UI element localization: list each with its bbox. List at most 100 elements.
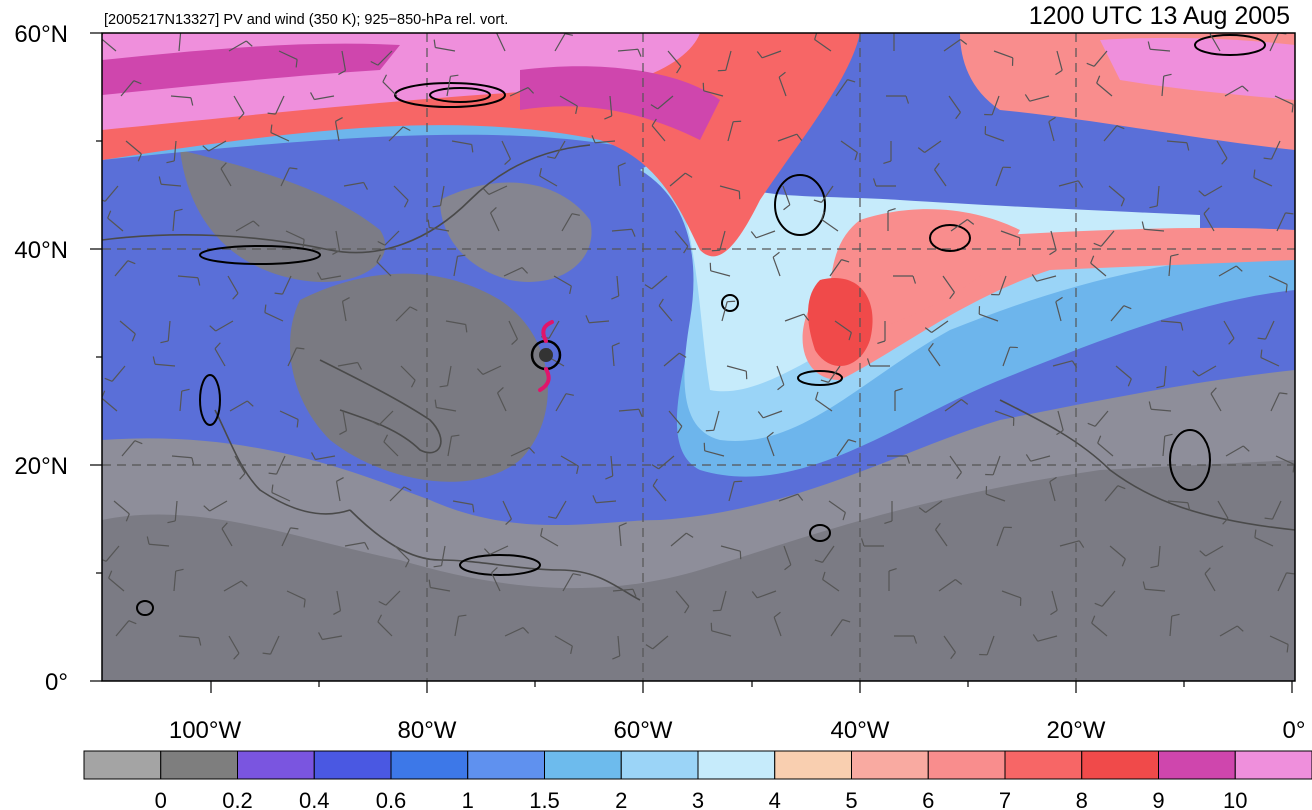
wind-barb: [287, 347, 297, 367]
wind-barb-feather: [1286, 644, 1289, 653]
wind-barb: [334, 121, 340, 142]
wind-barb-feather: [638, 409, 643, 417]
wind-barb: [925, 500, 943, 513]
wind-barb-feather: [783, 204, 791, 211]
wind-barb: [935, 529, 948, 547]
wind-barb-feather: [847, 79, 856, 83]
wind-barb-feather: [403, 199, 409, 208]
wind-barb: [1219, 625, 1238, 637]
wind-barb: [783, 545, 792, 565]
wind-barb-feather: [377, 614, 383, 623]
wind-barb: [209, 500, 228, 512]
wind-barb: [215, 320, 234, 332]
wind-barb: [986, 635, 995, 655]
axis-ticks: [90, 32, 1293, 693]
wind-barb: [161, 183, 182, 187]
wind-barb-feather: [1192, 370, 1200, 377]
wind-barb-feather: [107, 210, 112, 219]
wind-barb-feather: [528, 447, 536, 454]
wind-barb: [776, 365, 785, 385]
wind-barb: [1162, 436, 1166, 457]
wind-barb-feather: [796, 133, 803, 141]
wind-barb: [663, 352, 680, 367]
colorbar-swatch: [160, 750, 238, 780]
wind-barb: [115, 620, 130, 637]
wind-barb-feather: [131, 333, 136, 342]
wind-barb: [1055, 301, 1062, 322]
wind-barb-feather: [934, 162, 940, 170]
wind-barb-feather: [166, 160, 175, 164]
wind-barb: [835, 79, 848, 97]
pv-field-high: [102, 33, 1295, 380]
wind-barb: [1096, 82, 1113, 97]
wind-barb-feather: [803, 313, 810, 321]
wind-barb: [482, 365, 502, 375]
wind-barb-feather: [928, 342, 934, 350]
wind-barb: [1224, 85, 1243, 97]
wind-barb-feather: [1141, 221, 1145, 230]
wind-barb: [840, 140, 858, 153]
wind-barb: [1205, 545, 1224, 557]
wind-barb: [762, 50, 782, 59]
wind-barb: [1275, 455, 1295, 465]
wind-barb-feather: [1204, 567, 1211, 575]
wind-barb-feather: [1055, 296, 1063, 303]
wind-barb-feather: [1093, 242, 1102, 247]
wind-barb: [149, 543, 170, 547]
wind-barb-feather: [342, 297, 350, 302]
wind-barb: [719, 230, 726, 251]
wind-barb-feather: [604, 115, 612, 120]
wind-barb: [1110, 305, 1125, 322]
wind-barb-feather: [565, 393, 574, 396]
wind-barb: [778, 77, 787, 97]
pv-colorbar-labels: 0 0.2 0.4 0.6 1 1.5 2 3 4 5 6 7 8 9 10: [155, 788, 1248, 810]
wind-barb: [559, 95, 578, 107]
wind-barb-feather: [274, 292, 283, 295]
wind-barb-feather: [1071, 360, 1078, 368]
wind-barb-feather: [949, 292, 955, 300]
wind-barbs: [102, 29, 1295, 660]
wind-barb-feather: [1222, 517, 1229, 525]
wind-barb-feather: [357, 362, 362, 370]
latitude-labels: 60°N 40°N 20°N 0°: [14, 21, 68, 696]
wind-barb: [1161, 76, 1165, 97]
wind-barb: [1090, 262, 1107, 277]
wind-barb-feather: [378, 600, 387, 606]
wind-barb-feather: [888, 567, 897, 572]
wind-barb: [208, 140, 227, 152]
wind-barb: [704, 450, 725, 457]
map-plot-area: [102, 29, 1295, 681]
wind-barb: [720, 590, 727, 611]
wind-barb: [986, 493, 1006, 502]
wind-barb-feather: [773, 611, 781, 618]
wind-barb-feather: [167, 520, 176, 524]
colorbar-swatch: [620, 750, 699, 780]
wind-barb-feather: [684, 606, 690, 614]
wind-barb: [436, 406, 457, 412]
wind-barb-feather: [912, 275, 917, 284]
wind-barb: [1270, 392, 1280, 412]
wind-barb: [229, 400, 248, 412]
wind-barb-feather: [198, 637, 202, 646]
colorbar-label: 0: [155, 788, 167, 810]
wind-barb: [616, 275, 620, 296]
wind-barb-feather: [894, 29, 902, 31]
wind-barb-feather: [894, 387, 903, 392]
colorbar-swatch: [390, 750, 469, 780]
wind-barb: [177, 275, 198, 279]
wind-barb-feather: [822, 571, 826, 580]
wind-barb-feather: [872, 178, 877, 187]
wind-barb-feather: [289, 167, 298, 170]
wind-barb-feather: [233, 652, 240, 660]
wind-barb-feather: [1142, 581, 1146, 590]
wind-barb: [667, 50, 682, 67]
wind-barb-feather: [409, 306, 418, 312]
wind-barb-feather: [1150, 565, 1159, 569]
wind-barb: [1048, 121, 1055, 142]
wind-barb-feather: [539, 168, 542, 177]
wind-barb: [400, 365, 416, 381]
wind-barb: [1029, 95, 1050, 102]
wind-barb-feather: [370, 60, 379, 66]
wind-barb-feather: [209, 325, 217, 332]
wind-barb: [508, 320, 518, 340]
